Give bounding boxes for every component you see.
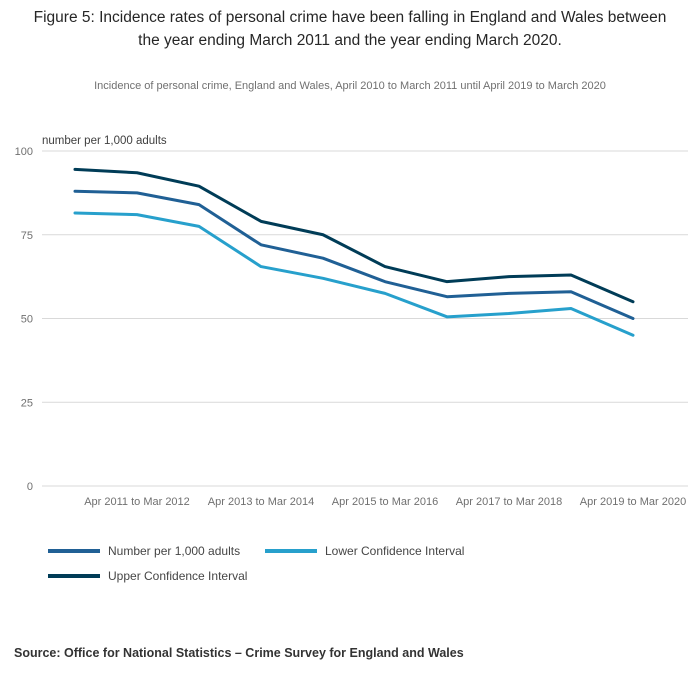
legend-item-number-per-1000-adults: Number per 1,000 adults	[48, 544, 265, 558]
source-note: Source: Office for National Statistics –…	[14, 646, 464, 660]
legend-label: Lower Confidence Interval	[325, 543, 465, 558]
legend-swatch-number-per-1000-adults	[48, 548, 100, 553]
legend-swatch-upper-confidence-interval	[48, 573, 100, 578]
legend-row: Number per 1,000 adults Lower Confidence…	[48, 538, 668, 563]
svg-text:Apr 2011 to Mar 2012: Apr 2011 to Mar 2012	[84, 496, 190, 508]
legend-label: Upper Confidence Interval	[108, 568, 248, 583]
chart-subtitle: Incidence of personal crime, England and…	[94, 80, 606, 92]
svg-text:Apr 2013 to Mar 2014: Apr 2013 to Mar 2014	[208, 496, 314, 508]
svg-text:25: 25	[21, 397, 33, 409]
legend-row: Upper Confidence Interval	[48, 563, 668, 588]
y-axis-unit-label: number per 1,000 adults	[42, 135, 167, 147]
svg-text:100: 100	[15, 146, 33, 158]
svg-text:Apr 2019 to Mar 2020: Apr 2019 to Mar 2020	[580, 496, 686, 508]
chart-legend: Number per 1,000 adults Lower Confidence…	[48, 538, 668, 588]
svg-text:0: 0	[27, 481, 33, 493]
figure-title: Figure 5: Incidence rates of personal cr…	[33, 9, 667, 50]
legend-swatch-lower-confidence-interval	[265, 548, 317, 553]
svg-text:75: 75	[21, 230, 33, 242]
svg-text:Apr 2017 to Mar 2018: Apr 2017 to Mar 2018	[456, 496, 562, 508]
legend-item-upper-confidence-interval: Upper Confidence Interval	[48, 569, 265, 583]
line-chart: 0 25 50 75 100 Apr 2011 to Mar 2012 Apr 2013 t…	[15, 146, 688, 508]
svg-text:Apr 2015 to Mar 2016: Apr 2015 to Mar 2016	[332, 496, 438, 508]
legend-label: Number per 1,000 adults	[108, 543, 241, 558]
legend-item-lower-confidence-interval: Lower Confidence Interval	[265, 544, 464, 558]
svg-text:50: 50	[21, 314, 33, 326]
